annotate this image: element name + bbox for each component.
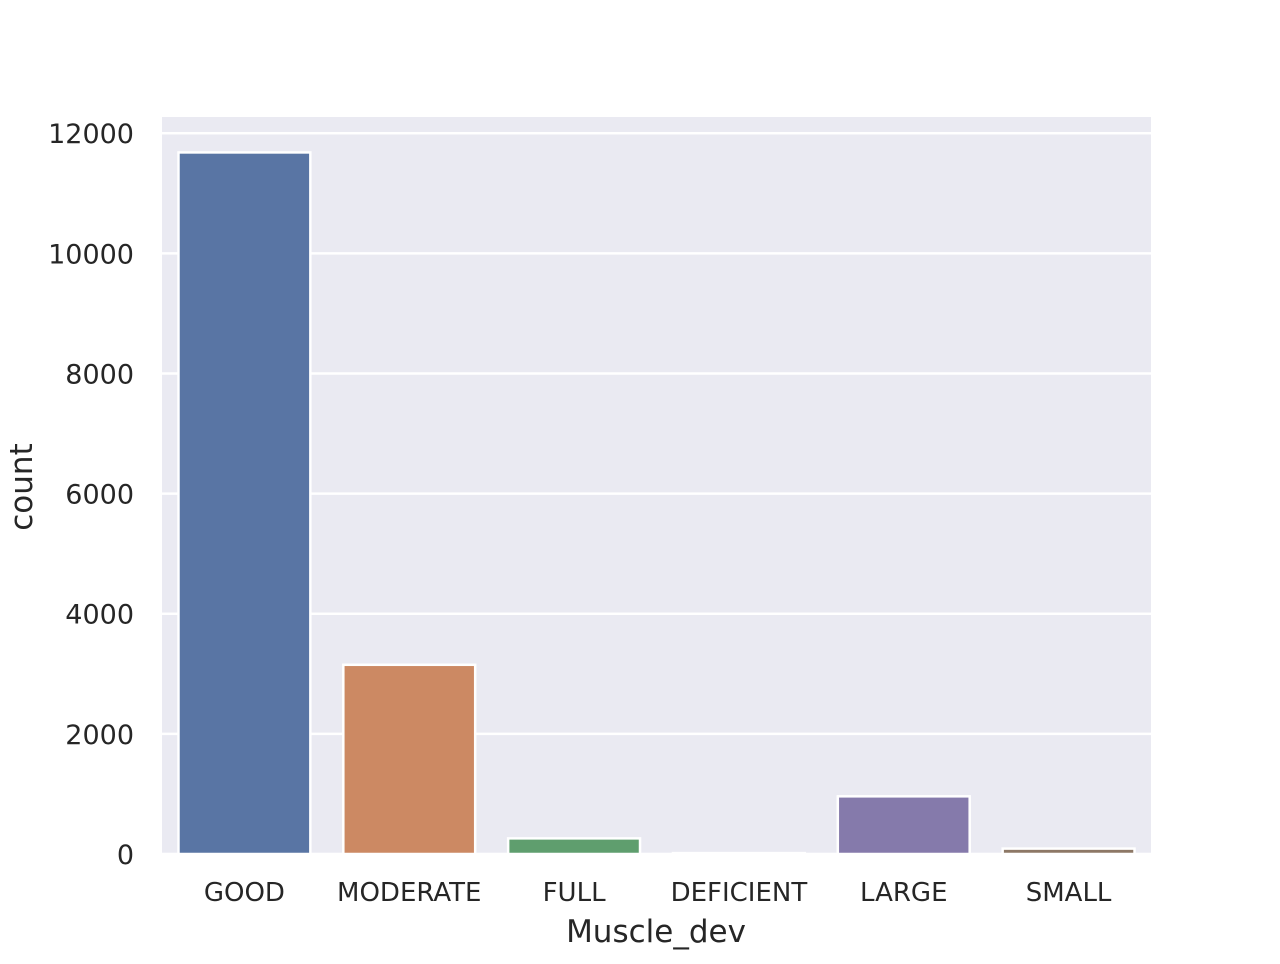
bars	[177, 151, 1136, 856]
y-tick-label: 12000	[48, 119, 134, 150]
bar-small	[1001, 847, 1136, 856]
x-tick-label: LARGE	[860, 878, 948, 908]
bar-full	[506, 837, 642, 856]
x-tick-label: DEFICIENT	[671, 878, 808, 908]
bar-good	[177, 151, 312, 856]
plot-area-background	[162, 117, 1151, 854]
x-axis-title: Muscle_dev	[566, 914, 746, 950]
y-tick-label: 6000	[65, 480, 134, 511]
bar-deficient	[671, 851, 807, 856]
x-tick-label: SMALL	[1026, 878, 1112, 908]
x-tick-label: GOOD	[204, 878, 285, 908]
y-tick-label: 8000	[65, 359, 134, 390]
y-tick-label: 10000	[48, 239, 134, 270]
x-tick-label: MODERATE	[337, 878, 481, 908]
y-tick-labels: 0 2000 4000 6000 8000 10000 12000	[48, 119, 134, 871]
y-tick-label: 2000	[65, 720, 134, 751]
bar-moderate	[342, 663, 477, 856]
y-tick-label: 4000	[65, 600, 134, 631]
bar-large	[836, 795, 971, 856]
x-tick-label: FULL	[543, 878, 606, 908]
x-tick-labels: GOOD MODERATE FULL DEFICIENT LARGE SMALL	[204, 878, 1112, 908]
y-axis-title: count	[4, 443, 40, 530]
gridlines	[162, 131, 1151, 856]
y-tick-label: 0	[117, 840, 134, 871]
